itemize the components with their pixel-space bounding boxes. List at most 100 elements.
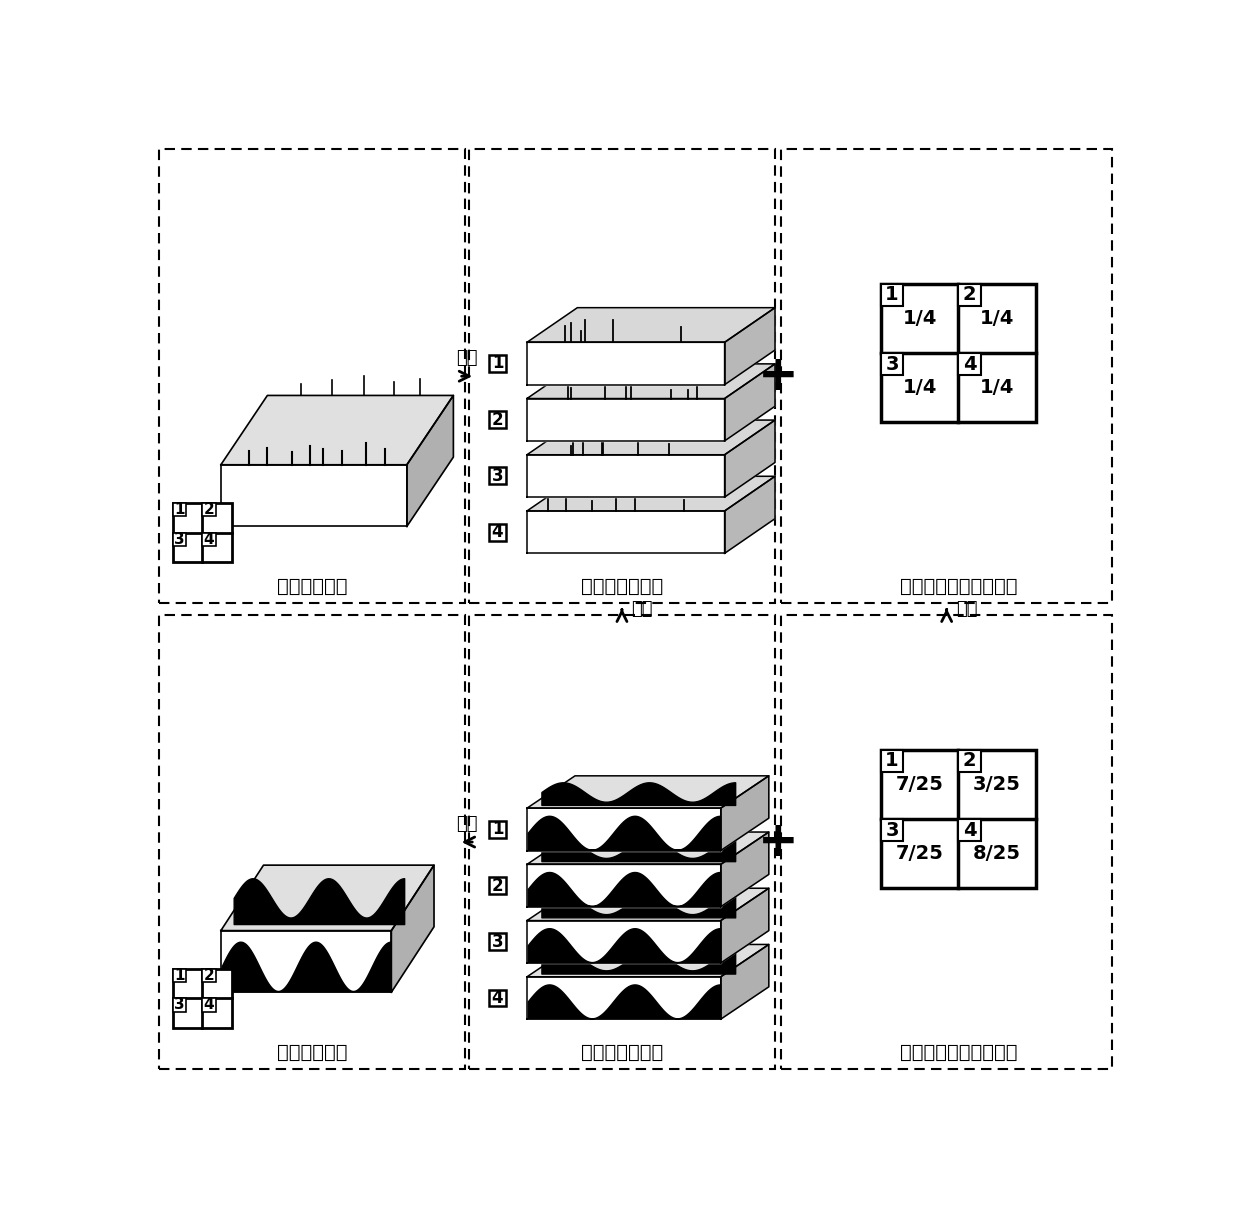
Polygon shape <box>959 819 981 841</box>
Polygon shape <box>221 465 407 526</box>
Polygon shape <box>527 511 724 553</box>
Polygon shape <box>527 945 769 976</box>
Polygon shape <box>527 976 720 1019</box>
Text: 3: 3 <box>885 820 899 840</box>
Text: 4: 4 <box>962 355 976 374</box>
Polygon shape <box>172 969 186 983</box>
Polygon shape <box>720 888 769 963</box>
Polygon shape <box>527 888 769 921</box>
Polygon shape <box>527 307 775 342</box>
Polygon shape <box>221 930 392 992</box>
Polygon shape <box>720 945 769 1019</box>
Polygon shape <box>489 933 506 950</box>
Polygon shape <box>172 532 186 546</box>
Text: 2: 2 <box>492 410 503 428</box>
Polygon shape <box>959 353 981 375</box>
Text: 1: 1 <box>492 820 503 839</box>
Text: 3: 3 <box>492 467 503 485</box>
Polygon shape <box>172 969 232 1027</box>
Text: 1: 1 <box>492 355 503 373</box>
Polygon shape <box>724 364 775 440</box>
Text: 4: 4 <box>962 820 976 840</box>
Polygon shape <box>527 420 775 455</box>
Text: 3: 3 <box>492 933 503 951</box>
Text: 1: 1 <box>885 751 899 771</box>
Polygon shape <box>527 398 724 440</box>
Text: 脉冲阵列信号: 脉冲阵列信号 <box>277 577 347 595</box>
Polygon shape <box>527 342 724 385</box>
Text: 7/25: 7/25 <box>895 774 944 794</box>
Polygon shape <box>724 477 775 553</box>
Text: 3/25: 3/25 <box>973 774 1021 794</box>
Polygon shape <box>202 969 216 983</box>
Polygon shape <box>720 832 769 906</box>
Polygon shape <box>202 998 216 1012</box>
Text: 1/4: 1/4 <box>903 379 936 397</box>
Polygon shape <box>489 524 506 541</box>
Polygon shape <box>527 864 720 906</box>
Text: 1/4: 1/4 <box>903 309 936 328</box>
Polygon shape <box>724 420 775 497</box>
Text: 1: 1 <box>174 502 185 518</box>
Polygon shape <box>221 865 434 930</box>
Polygon shape <box>527 776 769 808</box>
Text: 2: 2 <box>492 876 503 894</box>
Polygon shape <box>489 467 506 484</box>
Polygon shape <box>720 776 769 851</box>
Polygon shape <box>527 477 775 511</box>
Polygon shape <box>489 411 506 428</box>
Text: 4: 4 <box>492 989 503 1007</box>
Polygon shape <box>527 455 724 497</box>
Text: 脉冲序列信号空间权重: 脉冲序列信号空间权重 <box>899 577 1017 595</box>
Text: 滤波: 滤波 <box>631 600 652 618</box>
Text: +: + <box>758 352 799 401</box>
Polygon shape <box>202 532 216 546</box>
Text: 合并: 合并 <box>456 814 477 832</box>
Text: 4: 4 <box>203 997 215 1013</box>
Text: 1: 1 <box>174 968 185 984</box>
Polygon shape <box>172 998 186 1012</box>
Text: 分解: 分解 <box>456 348 477 367</box>
Text: 2: 2 <box>203 968 215 984</box>
Text: 4: 4 <box>492 523 503 541</box>
Text: 2: 2 <box>962 286 976 305</box>
Polygon shape <box>880 819 903 841</box>
Polygon shape <box>880 284 903 306</box>
Text: 3: 3 <box>174 531 185 547</box>
Polygon shape <box>959 284 981 306</box>
Polygon shape <box>527 921 720 963</box>
Text: 2: 2 <box>203 502 215 518</box>
Polygon shape <box>489 820 506 837</box>
Text: 3: 3 <box>174 997 185 1013</box>
Polygon shape <box>489 355 506 371</box>
Text: 3: 3 <box>885 355 899 374</box>
Polygon shape <box>172 503 232 561</box>
Text: 脉冲序列特征集: 脉冲序列特征集 <box>580 1043 663 1061</box>
Polygon shape <box>527 364 775 398</box>
Polygon shape <box>202 503 216 517</box>
Text: 脉冲序列特征空间权重: 脉冲序列特征空间权重 <box>899 1043 1017 1061</box>
Text: 1: 1 <box>885 286 899 305</box>
Text: 1/4: 1/4 <box>980 379 1014 397</box>
Text: 2: 2 <box>962 751 976 771</box>
Polygon shape <box>527 832 769 864</box>
Polygon shape <box>489 990 506 1007</box>
Polygon shape <box>489 877 506 894</box>
Text: 脉冲阵列特征: 脉冲阵列特征 <box>277 1043 347 1061</box>
Polygon shape <box>880 750 903 772</box>
Polygon shape <box>172 503 186 517</box>
Text: +: + <box>758 818 799 866</box>
Polygon shape <box>221 396 454 465</box>
Polygon shape <box>392 865 434 992</box>
Polygon shape <box>880 284 1035 422</box>
Text: 4: 4 <box>203 531 215 547</box>
Polygon shape <box>527 808 720 851</box>
Polygon shape <box>407 396 454 526</box>
Text: 7/25: 7/25 <box>895 845 944 863</box>
Polygon shape <box>959 750 981 772</box>
Polygon shape <box>880 750 1035 888</box>
Text: 脉冲序列信号集: 脉冲序列信号集 <box>580 577 663 595</box>
Text: 8/25: 8/25 <box>973 845 1021 863</box>
Text: 1/4: 1/4 <box>980 309 1014 328</box>
Polygon shape <box>880 353 903 375</box>
